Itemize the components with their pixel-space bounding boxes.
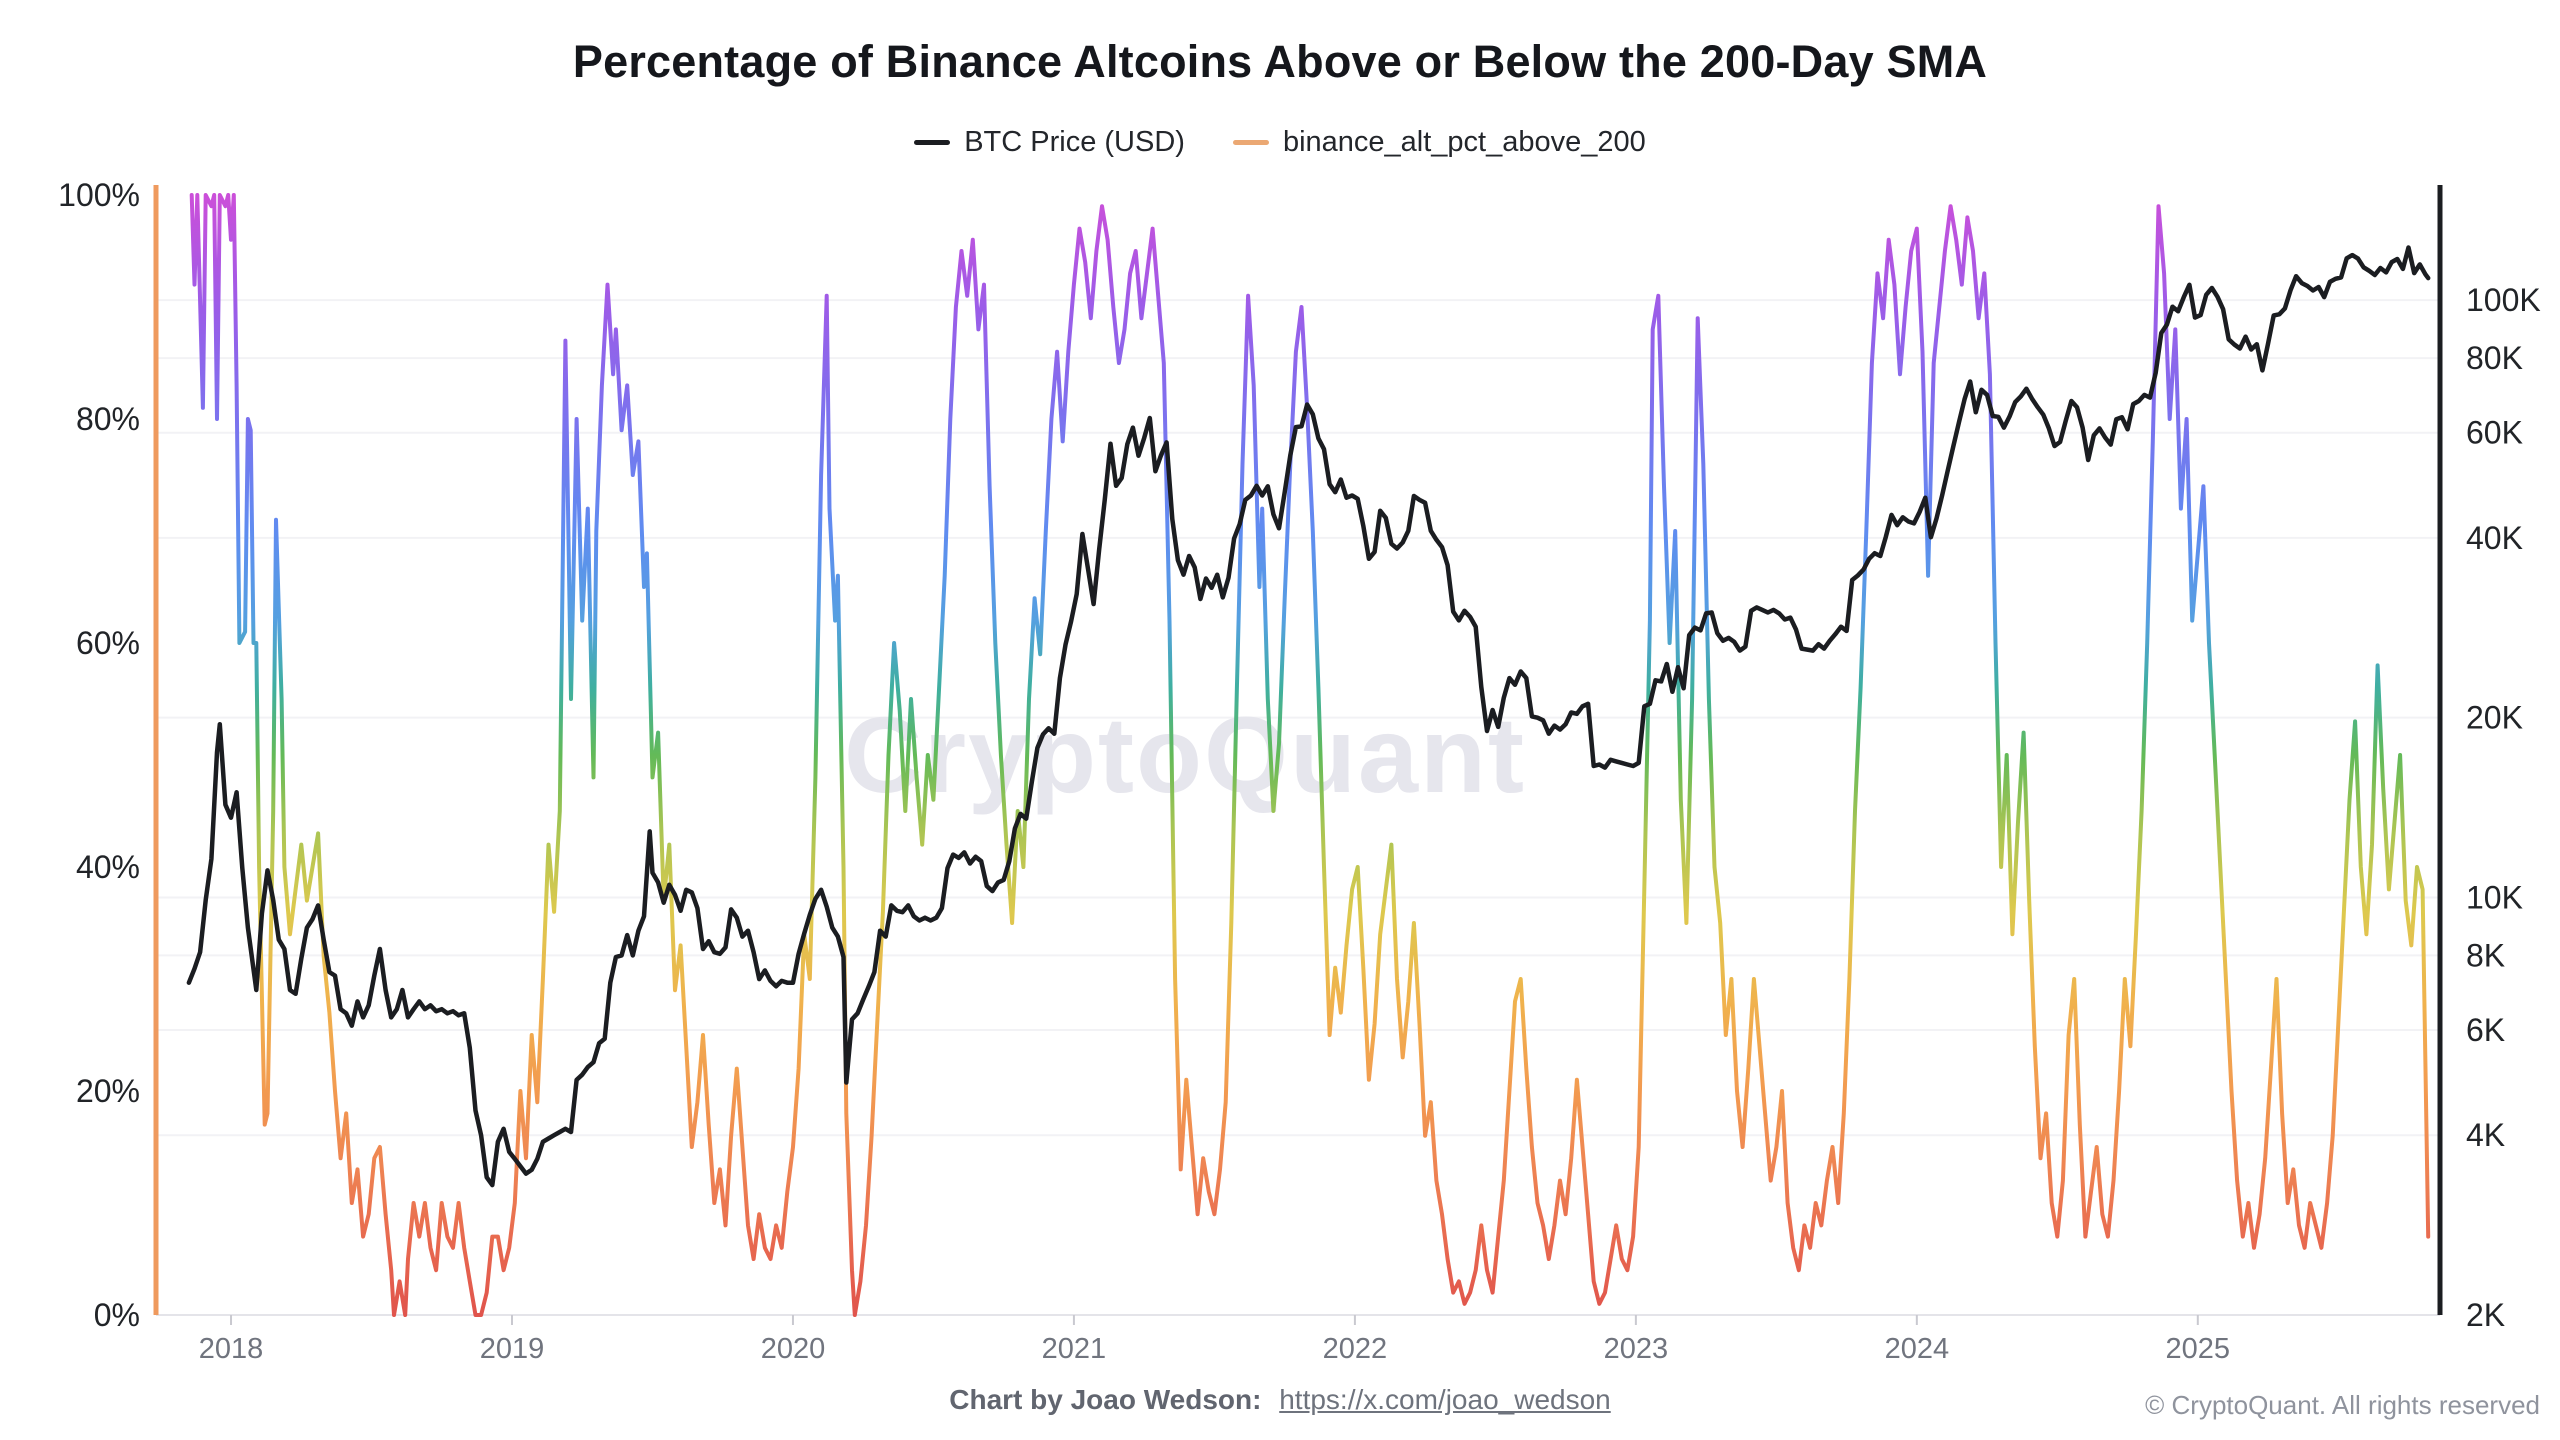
left-axis-tick-label: 100% [58, 177, 140, 213]
x-axis-year-label: 2025 [2166, 1333, 2231, 1365]
grid-lines [156, 299, 2440, 1137]
left-axis-tick-label: 60% [76, 625, 140, 661]
alt-line-swatch-icon [1232, 140, 1269, 145]
left-axis-tick-label: 20% [76, 1073, 140, 1109]
right-axis-tick-label: 40K [2466, 520, 2523, 556]
credit-text: Chart by Joao Wedson: [949, 1384, 1262, 1415]
legend-label-btc: BTC Price (USD) [964, 126, 1185, 158]
btc-line-swatch-icon [914, 140, 951, 145]
legend-item-btc-price[interactable]: BTC Price (USD) [914, 126, 1185, 159]
right-axis-tick-label: 20K [2466, 700, 2523, 736]
chart-legend: BTC Price (USD) binance_alt_pct_above_20… [0, 126, 2560, 159]
x-axis-year-label: 2021 [1042, 1333, 1107, 1365]
btc-price-line [186, 245, 2431, 1188]
right-axis-tick-label: 10K [2466, 879, 2523, 915]
x-axis-year-label: 2024 [1885, 1333, 1950, 1365]
right-axis-tick-label: 2K [2466, 1297, 2505, 1333]
right-axis-tick-label: 60K [2466, 415, 2523, 451]
copyright-text: © CryptoQuant. All rights reserved [2145, 1390, 2540, 1420]
left-axis-tick-label: 0% [94, 1297, 140, 1333]
cryptoquant-watermark: CryptoQuant [844, 694, 1526, 815]
right-axis-tick-label: 6K [2466, 1012, 2505, 1048]
alt-pct-line [189, 193, 2431, 1317]
right-axis-tick-label: 100K [2466, 282, 2541, 318]
chart-title: Percentage of Binance Altcoins Above or … [572, 36, 1988, 87]
x-axis-year-label: 2020 [761, 1333, 826, 1365]
right-axis-tick-label: 80K [2466, 340, 2523, 376]
right-axis-tick-label: 8K [2466, 937, 2505, 973]
credit-link[interactable]: https://x.com/joao_wedson [1279, 1384, 1611, 1415]
right-axis-tick-label: 4K [2466, 1117, 2505, 1153]
x-axis-year-label: 2018 [199, 1333, 264, 1365]
x-axis-year-label: 2022 [1323, 1333, 1388, 1365]
legend-label-alt: binance_alt_pct_above_200 [1282, 126, 1646, 158]
left-axis-tick-label: 40% [76, 849, 140, 885]
chart-footer: Chart by Joao Wedson: https://x.com/joao… [0, 1384, 2560, 1416]
x-axis-year-label: 2023 [1604, 1333, 1669, 1365]
left-axis-tick-label: 80% [76, 401, 140, 437]
x-axis-year-label: 2019 [480, 1333, 545, 1365]
legend-item-alt-pct[interactable]: binance_alt_pct_above_200 [1232, 126, 1646, 159]
